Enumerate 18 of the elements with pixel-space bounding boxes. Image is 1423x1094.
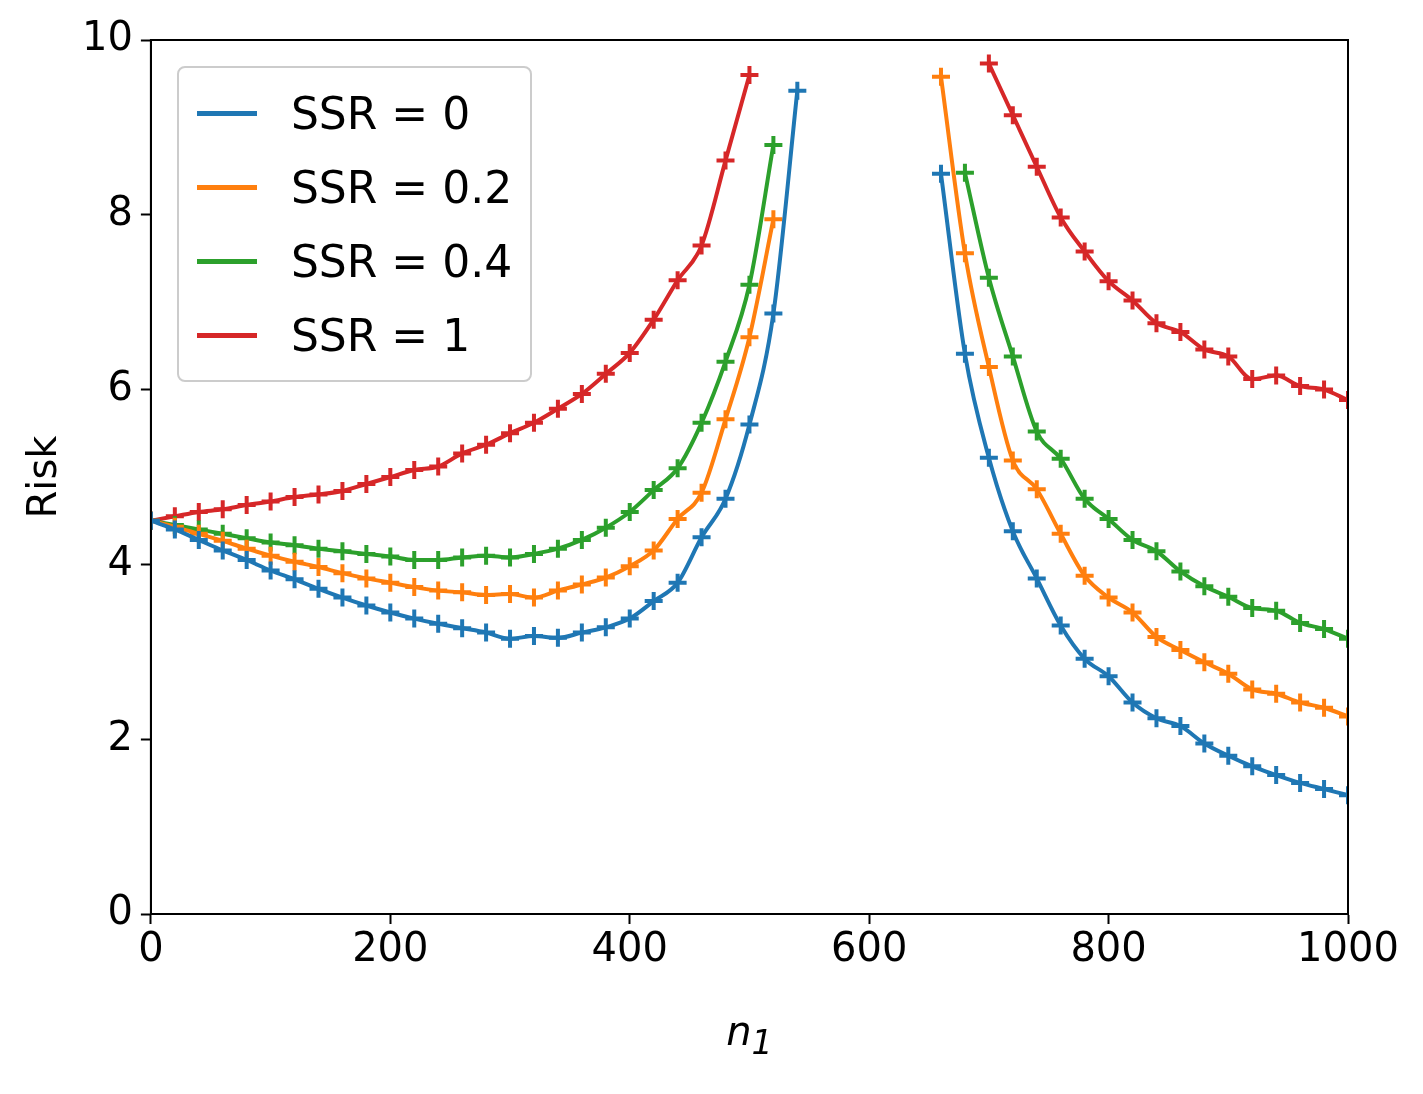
y-tick-label: 4 bbox=[107, 537, 133, 584]
legend-label: SSR = 0 bbox=[290, 87, 471, 139]
legend-label: SSR = 1 bbox=[290, 309, 471, 361]
y-tick-label: 8 bbox=[107, 188, 133, 235]
x-tick-label: 800 bbox=[1070, 924, 1147, 971]
y-tick-label: 0 bbox=[107, 887, 133, 934]
legend-label: SSR = 0.2 bbox=[290, 161, 513, 213]
x-tick-label: 200 bbox=[352, 924, 429, 971]
y-tick-label: 10 bbox=[81, 13, 133, 60]
x-axis-title: n$_{1}$ bbox=[725, 1008, 774, 1062]
x-tick-label: 1000 bbox=[1297, 924, 1399, 971]
y-tick-label: 6 bbox=[107, 362, 133, 409]
legend-label: SSR = 0.4 bbox=[290, 235, 513, 287]
x-tick-label: 400 bbox=[591, 924, 668, 971]
x-tick-label: 0 bbox=[138, 924, 164, 971]
y-tick-label: 2 bbox=[107, 712, 133, 759]
y-axis-title: Risk bbox=[19, 434, 66, 519]
x-tick-label: 600 bbox=[830, 924, 908, 971]
